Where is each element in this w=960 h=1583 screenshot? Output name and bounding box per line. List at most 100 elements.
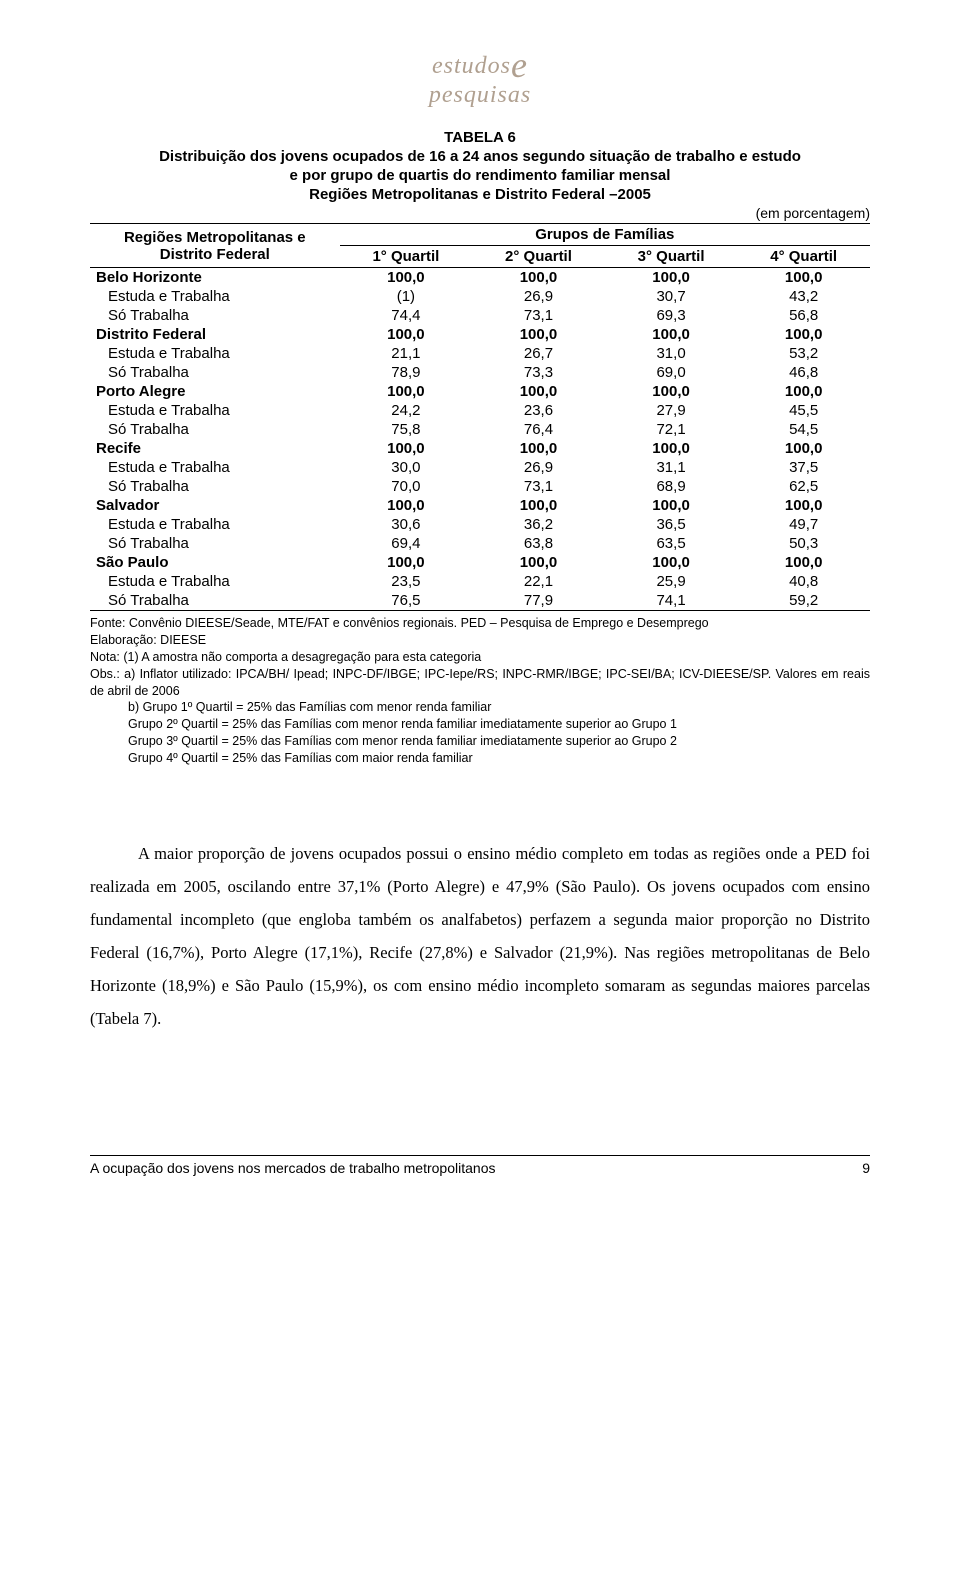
cell: 100,0: [605, 325, 738, 344]
table-row: Salvador100,0100,0100,0100,0: [90, 496, 870, 515]
row-label: Recife: [90, 439, 340, 458]
row-label: Só Trabalha: [90, 306, 340, 325]
row-label: Salvador: [90, 496, 340, 515]
cell: 100,0: [472, 382, 605, 401]
head-left-2: Distrito Federal: [160, 246, 270, 263]
row-label: Só Trabalha: [90, 534, 340, 553]
cell: 100,0: [340, 268, 473, 288]
note-obs-b: b) Grupo 1º Quartil = 25% das Famílias c…: [90, 699, 870, 716]
row-label: Só Trabalha: [90, 420, 340, 439]
table-body: Belo Horizonte100,0100,0100,0100,0Estuda…: [90, 268, 870, 611]
body-paragraph: A maior proporção de jovens ocupados pos…: [90, 837, 870, 1035]
cell: 31,0: [605, 344, 738, 363]
table-row: Belo Horizonte100,0100,0100,0100,0: [90, 268, 870, 288]
row-label: Estuda e Trabalha: [90, 401, 340, 420]
table-row: Só Trabalha74,473,169,356,8: [90, 306, 870, 325]
cell: 74,1: [605, 591, 738, 611]
cell: 100,0: [472, 439, 605, 458]
cell: 100,0: [340, 325, 473, 344]
row-label: Só Trabalha: [90, 477, 340, 496]
cell: 100,0: [340, 382, 473, 401]
cell: 40,8: [737, 572, 870, 591]
col-4: 4° Quartil: [737, 246, 870, 268]
cell: 37,5: [737, 458, 870, 477]
cell: 73,1: [472, 477, 605, 496]
note-obs-g3: Grupo 3º Quartil = 25% das Famílias com …: [90, 733, 870, 750]
cell: 62,5: [737, 477, 870, 496]
body-paragraph-block: A maior proporção de jovens ocupados pos…: [90, 837, 870, 1035]
table-unit: (em porcentagem): [90, 205, 870, 221]
table-row: Só Trabalha69,463,863,550,3: [90, 534, 870, 553]
cell: 76,4: [472, 420, 605, 439]
cell: 26,9: [472, 287, 605, 306]
note-nota: Nota: (1) A amostra não comporta a desag…: [90, 649, 870, 666]
cell: 100,0: [737, 439, 870, 458]
row-label: Belo Horizonte: [90, 268, 340, 288]
cell: 56,8: [737, 306, 870, 325]
cell: 100,0: [605, 553, 738, 572]
cell: 75,8: [340, 420, 473, 439]
cell: 73,3: [472, 363, 605, 382]
cell: 100,0: [340, 496, 473, 515]
cell: 59,2: [737, 591, 870, 611]
table-subtitle-2: e por grupo de quartis do rendimento fam…: [90, 167, 870, 184]
cell: 49,7: [737, 515, 870, 534]
cell: 21,1: [340, 344, 473, 363]
table-row: Estuda e Trabalha21,126,731,053,2: [90, 344, 870, 363]
row-label: São Paulo: [90, 553, 340, 572]
cell: 100,0: [340, 553, 473, 572]
cell: 74,4: [340, 306, 473, 325]
logo-text: estudose pesquisas: [429, 53, 531, 108]
cell: 30,7: [605, 287, 738, 306]
note-elab: Elaboração: DIEESE: [90, 632, 870, 649]
cell: (1): [340, 287, 473, 306]
cell: 78,9: [340, 363, 473, 382]
table-row: Recife100,0100,0100,0100,0: [90, 439, 870, 458]
logo-part1: estudos: [432, 53, 511, 79]
cell: 22,1: [472, 572, 605, 591]
cell: 23,6: [472, 401, 605, 420]
logo-e: e: [511, 45, 528, 85]
table-row: Distrito Federal100,0100,0100,0100,0: [90, 325, 870, 344]
note-obs-a: Obs.: a) Inflator utilizado: IPCA/BH/ Ip…: [90, 666, 870, 700]
table-row: São Paulo100,0100,0100,0100,0: [90, 553, 870, 572]
cell: 30,6: [340, 515, 473, 534]
table-row: Estuda e Trabalha(1)26,930,743,2: [90, 287, 870, 306]
cell: 100,0: [737, 496, 870, 515]
head-group: Grupos de Famílias: [340, 224, 870, 246]
cell: 100,0: [472, 553, 605, 572]
cell: 100,0: [472, 325, 605, 344]
row-label: Estuda e Trabalha: [90, 344, 340, 363]
footer-pagenum: 9: [862, 1160, 870, 1176]
cell: 31,1: [605, 458, 738, 477]
cell: 27,9: [605, 401, 738, 420]
cell: 100,0: [737, 553, 870, 572]
cell: 100,0: [340, 439, 473, 458]
row-label: Estuda e Trabalha: [90, 458, 340, 477]
col-2: 2° Quartil: [472, 246, 605, 268]
cell: 30,0: [340, 458, 473, 477]
table-subtitle-1: Distribuição dos jovens ocupados de 16 a…: [90, 148, 870, 165]
cell: 54,5: [737, 420, 870, 439]
table-subtitle-3: Regiões Metropolitanas e Distrito Federa…: [90, 186, 870, 203]
notes-block: Fonte: Convênio DIEESE/Seade, MTE/FAT e …: [90, 615, 870, 767]
logo: estudose pesquisas: [90, 40, 870, 109]
cell: 23,5: [340, 572, 473, 591]
cell: 45,5: [737, 401, 870, 420]
data-table: Regiões Metropolitanas e Distrito Federa…: [90, 223, 870, 611]
note-source: Fonte: Convênio DIEESE/Seade, MTE/FAT e …: [90, 615, 870, 632]
row-label: Estuda e Trabalha: [90, 515, 340, 534]
cell: 26,9: [472, 458, 605, 477]
cell: 100,0: [472, 496, 605, 515]
cell: 26,7: [472, 344, 605, 363]
cell: 36,2: [472, 515, 605, 534]
cell: 50,3: [737, 534, 870, 553]
cell: 63,5: [605, 534, 738, 553]
cell: 69,0: [605, 363, 738, 382]
cell: 100,0: [737, 325, 870, 344]
table-title: TABELA 6: [90, 129, 870, 146]
row-label: Só Trabalha: [90, 363, 340, 382]
cell: 53,2: [737, 344, 870, 363]
cell: 76,5: [340, 591, 473, 611]
table-row: Estuda e Trabalha24,223,627,945,5: [90, 401, 870, 420]
